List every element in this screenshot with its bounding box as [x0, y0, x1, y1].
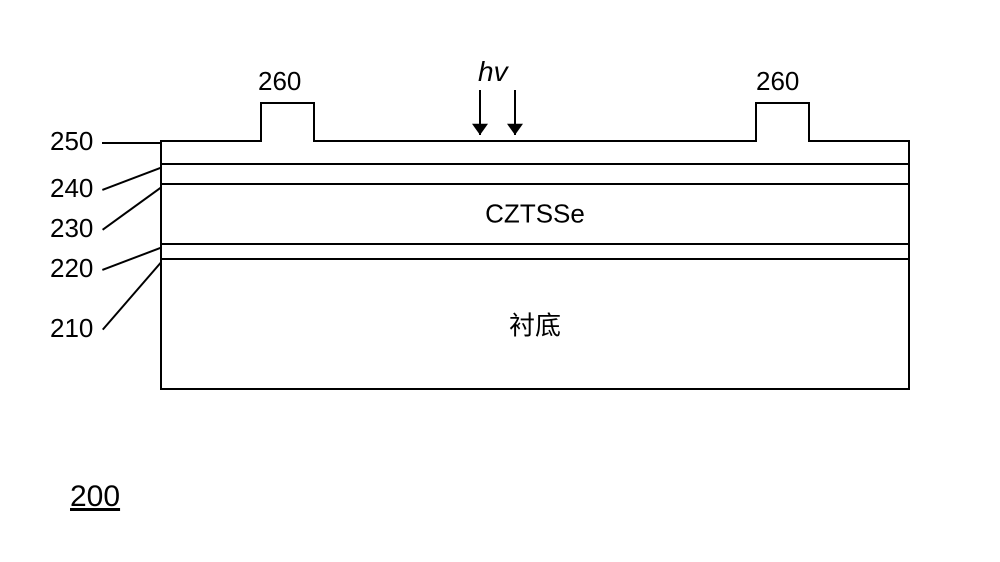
ref-label-250: 250	[50, 128, 93, 154]
ref-label-240: 240	[50, 175, 93, 201]
ref-label-220: 220	[50, 255, 93, 281]
figure-id: 200	[70, 480, 120, 514]
contact-label-1: 260	[756, 68, 799, 94]
ref-label-210: 210	[50, 315, 93, 341]
arrow-head-0	[472, 124, 488, 135]
arrow-head-1	[507, 124, 523, 135]
contact-label-0: 260	[258, 68, 301, 94]
light-arrows	[120, 60, 910, 420]
leader-250	[102, 142, 160, 144]
ref-label-230: 230	[50, 215, 93, 241]
solar-cell-diagram: CZTSSe衬底 hv 260260 250240230220210	[120, 60, 910, 420]
